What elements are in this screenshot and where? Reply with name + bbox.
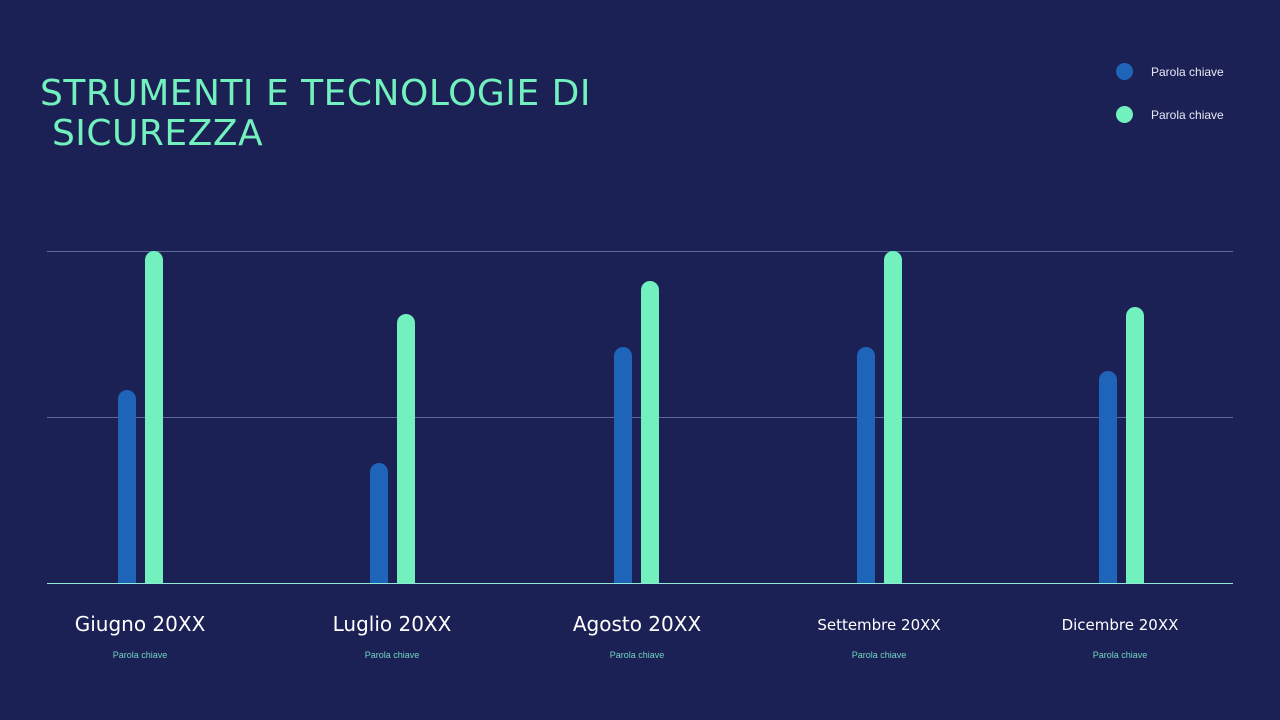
gridline-mid bbox=[47, 417, 1233, 418]
category-label: Settembre 20XX bbox=[817, 616, 941, 634]
category-label: Agosto 20XX bbox=[572, 612, 702, 636]
legend-dot-icon bbox=[1116, 63, 1133, 80]
bar-series-1 bbox=[857, 347, 875, 583]
legend-item-series-2: Parola chiave bbox=[1116, 93, 1224, 136]
bar-series-1 bbox=[370, 463, 388, 583]
bar-series-2 bbox=[1126, 307, 1144, 583]
legend-label: Parola chiave bbox=[1151, 107, 1224, 122]
bar-series-2 bbox=[145, 251, 163, 583]
category-sublabel: Parola chiave bbox=[609, 650, 665, 660]
bar-series-1 bbox=[614, 347, 632, 583]
legend-label: Parola chiave bbox=[1151, 64, 1224, 79]
bar-series-2 bbox=[884, 251, 902, 583]
bar-series-2 bbox=[397, 314, 415, 583]
page-title: STRUMENTI E TECNOLOGIE DI SICUREZZA bbox=[40, 73, 591, 154]
gridline-top bbox=[47, 251, 1233, 252]
category-label: Luglio 20XX bbox=[332, 612, 452, 636]
bar-series-1 bbox=[118, 390, 136, 583]
chart-baseline bbox=[47, 583, 1233, 584]
bar-series-1 bbox=[1099, 371, 1117, 583]
category-label: Giugno 20XX bbox=[74, 612, 206, 636]
legend-item-series-1: Parola chiave bbox=[1116, 50, 1224, 93]
legend-dot-icon bbox=[1116, 106, 1133, 123]
chart-legend: Parola chiave Parola chiave bbox=[1116, 50, 1224, 136]
category-sublabel: Parola chiave bbox=[364, 650, 420, 660]
category-sublabel: Parola chiave bbox=[112, 650, 168, 660]
category-label: Dicembre 20XX bbox=[1061, 616, 1179, 634]
category-sublabel: Parola chiave bbox=[851, 650, 907, 660]
bar-series-2 bbox=[641, 281, 659, 583]
category-sublabel: Parola chiave bbox=[1092, 650, 1148, 660]
